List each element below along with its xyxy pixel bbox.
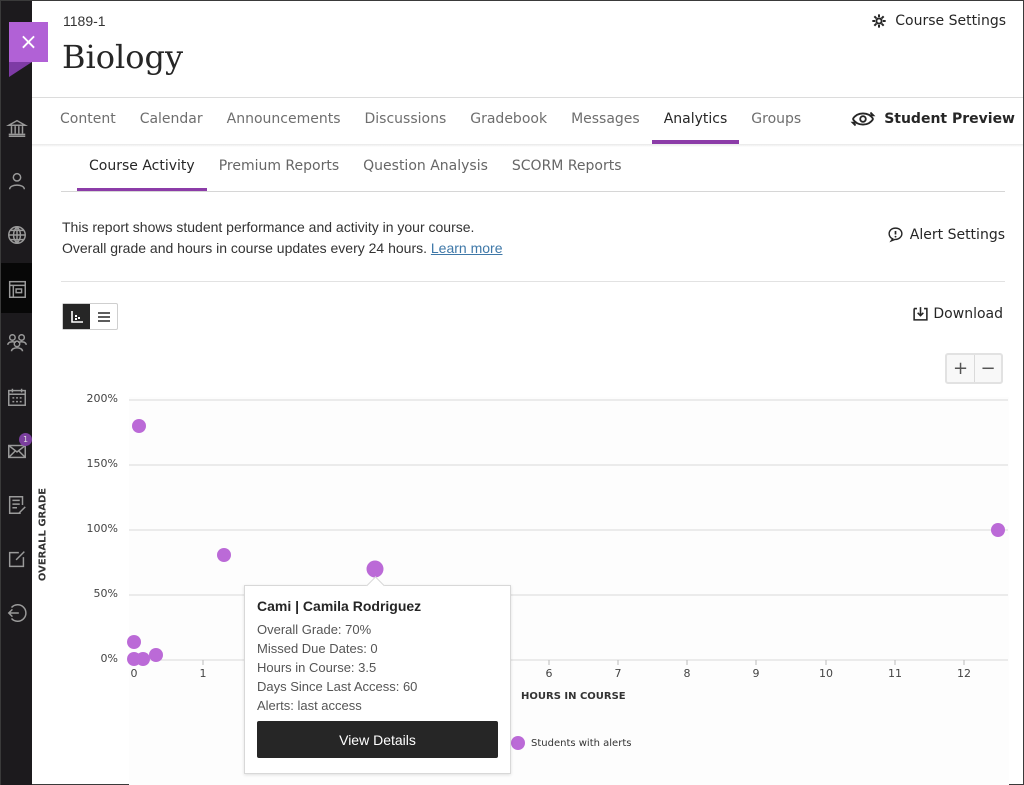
student-tooltip: Cami | Camila Rodriguez Overall Grade: 7… — [244, 585, 511, 774]
y-tick-label: 50% — [93, 587, 118, 600]
data-point-highlighted[interactable] — [366, 560, 384, 578]
learn-more-link[interactable]: Learn more — [430, 240, 503, 256]
tooltip-missed-due-dates: Missed Due Dates: 0 — [257, 641, 378, 656]
data-point[interactable] — [132, 419, 146, 433]
student-preview-icon — [850, 111, 876, 127]
scatter-chart-icon — [70, 310, 83, 323]
global-nav-sidebar: 1 — [1, 1, 32, 785]
x-tick-label: 1 — [199, 667, 207, 680]
alert-settings-button[interactable]: Alert Settings — [887, 226, 1005, 243]
course-settings-label: Course Settings — [895, 13, 1006, 29]
data-point[interactable] — [149, 648, 163, 662]
tab-gradebook[interactable]: Gradebook — [470, 111, 548, 127]
y-tick-label: 200% — [86, 392, 118, 405]
tooltip-hours-in-course: Hours in Course: 3.5 — [257, 660, 377, 675]
tab-discussions[interactable]: Discussions — [364, 111, 447, 127]
chart-legend: Students with alerts — [511, 736, 631, 750]
tab-groups[interactable]: Groups — [751, 111, 802, 127]
alert-settings-label: Alert Settings — [909, 226, 1005, 243]
download-button[interactable]: Download — [912, 305, 1003, 322]
data-point[interactable] — [127, 635, 141, 649]
alert-icon — [888, 227, 903, 243]
x-tick-label: 7 — [614, 667, 622, 680]
report-description: This report shows student performance an… — [62, 217, 502, 259]
subtab-question-analysis[interactable]: Question Analysis — [363, 158, 488, 174]
zoom-in-button[interactable]: + — [952, 358, 969, 379]
view-toggle — [62, 303, 118, 330]
y-tick-label: 0% — [100, 652, 118, 665]
x-tick-label: 9 — [752, 667, 760, 680]
x-tick-label: 6 — [545, 667, 553, 680]
data-points — [127, 419, 1005, 666]
tabs-shadow — [32, 144, 1023, 147]
zoom-out-button[interactable]: − — [974, 355, 1001, 382]
courses-icon[interactable] — [5, 277, 29, 301]
subtab-course-activity[interactable]: Course Activity — [77, 149, 207, 191]
groups-icon[interactable] — [5, 331, 29, 355]
download-label: Download — [933, 305, 1003, 322]
download-icon — [913, 307, 929, 321]
calendar-icon[interactable] — [5, 385, 29, 409]
student-preview-button[interactable]: Student Preview — [850, 109, 1015, 129]
messages-badge: 1 — [19, 433, 32, 446]
description-line-1: This report shows student performance an… — [62, 219, 475, 235]
x-tick-label: 10 — [819, 667, 833, 680]
list-icon — [97, 311, 110, 322]
sign-out-icon[interactable] — [5, 601, 29, 625]
close-button-tab-decoration — [9, 62, 32, 77]
legend-dot-icon — [511, 736, 525, 750]
course-tabs: Content Calendar Announcements Discussio… — [48, 98, 813, 144]
gear-icon — [872, 14, 886, 28]
x-tick-label: 12 — [957, 667, 971, 680]
tab-calendar[interactable]: Calendar — [139, 111, 203, 127]
student-preview-label: Student Preview — [884, 111, 1015, 127]
subtabs-divider — [61, 191, 1005, 192]
description-divider — [61, 281, 1005, 282]
tooltip-overall-grade: Overall Grade: 70% — [257, 622, 372, 637]
tooltip-days-since-access: Days Since Last Access: 60 — [257, 679, 418, 694]
y-tick-label: 150% — [86, 457, 118, 470]
tab-content[interactable]: Content — [60, 111, 116, 127]
header-divider — [32, 97, 1023, 98]
edit-icon[interactable] — [5, 547, 29, 571]
view-details-button[interactable]: View Details — [257, 721, 498, 758]
legend-label: Students with alerts — [531, 737, 632, 749]
x-tick-label: 8 — [683, 667, 691, 680]
data-point[interactable] — [136, 652, 150, 666]
chart-view-button[interactable] — [63, 304, 90, 329]
x-tick-label: 0 — [130, 667, 138, 680]
description-line-2: Overall grade and hours in course update… — [62, 240, 427, 256]
y-axis-title: OVERALL GRADE — [37, 487, 49, 582]
y-tick-label: 100% — [86, 522, 118, 535]
active-nav-highlight — [1, 263, 32, 313]
subtab-premium-reports[interactable]: Premium Reports — [218, 158, 340, 174]
institution-icon[interactable] — [5, 116, 29, 140]
x-axis-title: HOURS IN COURSE — [521, 691, 626, 702]
x-tick-label: 11 — [888, 667, 902, 680]
mail-icon[interactable] — [5, 439, 29, 463]
tab-announcements[interactable]: Announcements — [226, 111, 341, 127]
data-point[interactable] — [991, 523, 1005, 537]
subtab-scorm-reports[interactable]: SCORM Reports — [511, 158, 622, 174]
page-title: Biology — [62, 38, 184, 76]
analytics-subtabs: Course Activity Premium Reports Question… — [77, 149, 634, 191]
close-course-button[interactable]: × — [9, 22, 48, 62]
close-icon: × — [19, 29, 38, 55]
tooltip-alerts: Alerts: last access — [257, 698, 362, 713]
tooltip-student-name: Cami | Camila Rodriguez — [257, 598, 422, 614]
course-id: 1189-1 — [63, 13, 106, 29]
course-settings-button[interactable]: Course Settings — [871, 13, 1006, 29]
chart-zoom-controls: + − — [945, 353, 1003, 384]
tab-messages[interactable]: Messages — [571, 111, 640, 127]
data-point[interactable] — [217, 548, 231, 562]
grades-icon[interactable] — [5, 493, 29, 517]
globe-icon[interactable] — [5, 223, 29, 247]
list-view-button[interactable] — [90, 304, 117, 329]
tab-analytics[interactable]: Analytics — [651, 98, 740, 144]
user-icon[interactable] — [5, 169, 29, 193]
